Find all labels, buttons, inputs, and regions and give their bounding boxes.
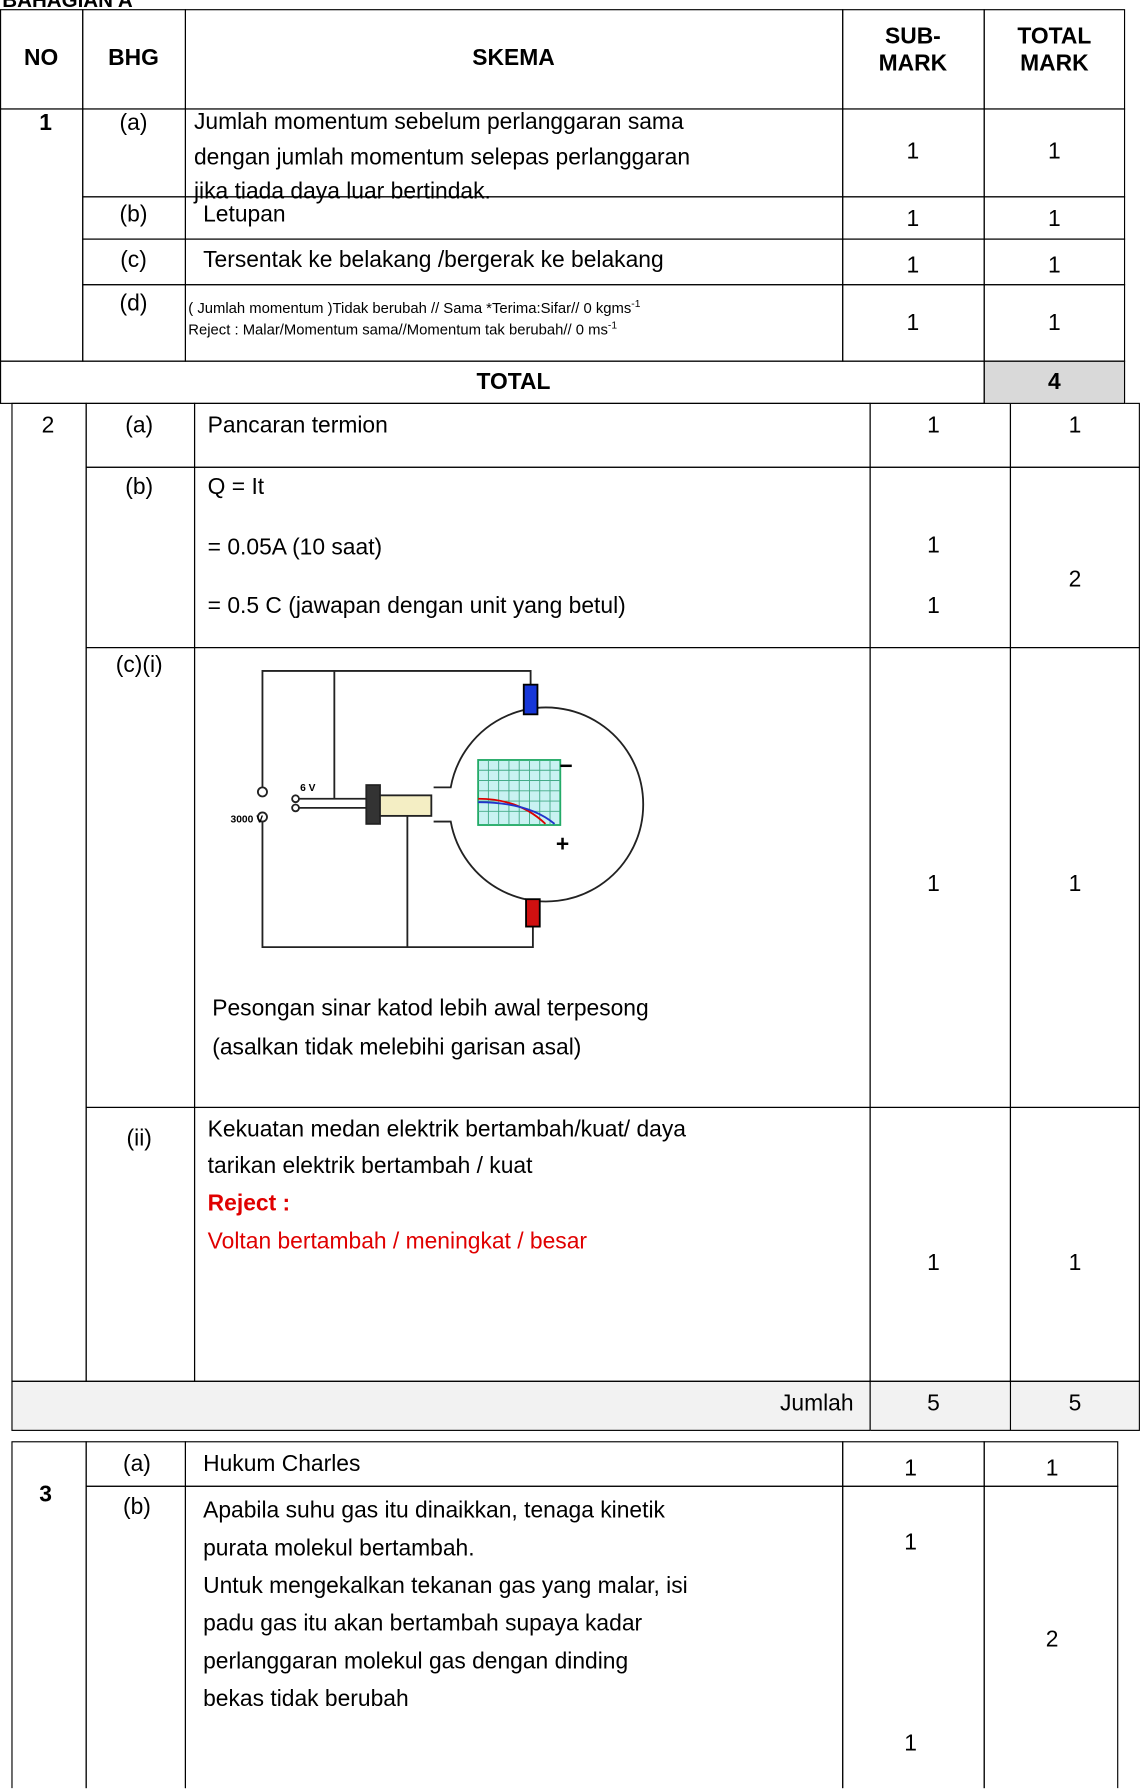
- table-cell: [869, 647, 1012, 1109]
- column-header: BHG: [108, 45, 159, 71]
- part-label: (c)(i): [115, 652, 163, 678]
- text: ( Jumlah momentum )Tidak berubah // Sama…: [188, 299, 632, 317]
- sub-mark: 1: [904, 1456, 917, 1482]
- total-mark: 5: [1068, 1391, 1082, 1417]
- question-number: 1: [39, 110, 52, 136]
- sub-mark: 1: [927, 593, 940, 619]
- table-cell: [1009, 466, 1140, 649]
- sub-mark: 5: [927, 1391, 940, 1417]
- sub-mark: 1: [927, 413, 940, 439]
- total-label: Jumlah: [779, 1391, 854, 1417]
- sub-mark: 1: [906, 206, 920, 232]
- question-number: 3: [39, 1482, 52, 1508]
- scheme-line: Kekuatan medan elektrik bertambah/kuat/ …: [207, 1117, 686, 1143]
- total-mark: 2: [1045, 1627, 1059, 1653]
- table-cell: [869, 466, 1012, 649]
- text: Reject : Malar/Momentum sama//Momentum t…: [188, 316, 617, 339]
- part-label: (ii): [126, 1126, 152, 1152]
- sub-mark: 1: [904, 1731, 917, 1757]
- column-header: SKEMA: [472, 45, 555, 71]
- scheme-line: jika tiada daya luar bertindak.: [193, 179, 491, 205]
- table-cell: [11, 1441, 87, 1789]
- scheme-line: Jumlah momentum sebelum perlanggaran sam…: [193, 109, 684, 135]
- total-mark: 1: [1048, 139, 1061, 165]
- column-header: MARK: [878, 51, 948, 77]
- column-header: TOTAL: [1017, 23, 1092, 50]
- part-label: (b): [125, 474, 154, 500]
- superscript: -1: [607, 319, 618, 331]
- diagram-label: −: [559, 754, 573, 780]
- total-mark: 1: [1045, 1456, 1059, 1482]
- table-cell: [11, 402, 87, 1382]
- page-title: BAHAGIAN A: [2, 0, 133, 12]
- sub-mark: 1: [906, 253, 920, 279]
- table-cell: [869, 1106, 1012, 1382]
- total-mark: 2: [1068, 567, 1082, 593]
- total-mark: 1: [1048, 253, 1061, 279]
- sub-mark: 1: [906, 310, 920, 336]
- scheme-line: = 0.05A (10 saat): [207, 535, 383, 561]
- scheme-line: Untuk mengekalkan tekanan gas yang malar…: [203, 1573, 688, 1599]
- total-mark: 1: [1048, 206, 1061, 232]
- total-mark: 1: [1068, 871, 1082, 897]
- text: ( Jumlah momentum )Tidak berubah // Sama…: [188, 294, 640, 317]
- table-cell: [0, 9, 84, 110]
- scheme-line: tarikan elektrik bertambah / kuat: [207, 1153, 533, 1179]
- scheme-line: (asalkan tidak melebihi garisan asal): [212, 1034, 582, 1061]
- part-label: (b): [122, 1494, 151, 1520]
- superscript: -1: [631, 297, 641, 310]
- sub-mark: 1: [927, 1250, 940, 1276]
- part-label: (a): [122, 1451, 151, 1477]
- sub-mark: 1: [904, 1530, 917, 1556]
- diagram-label: 6 V: [300, 781, 316, 794]
- diagram-label: +: [555, 831, 570, 857]
- part-label: (a): [119, 110, 148, 136]
- part-label: (b): [119, 201, 148, 228]
- column-header: NO: [23, 45, 59, 71]
- table-cell: [1009, 1106, 1140, 1382]
- scheme-line: dengan jumlah momentum selepas perlangga…: [193, 144, 691, 171]
- scheme-line: Tersentak ke belakang /bergerak ke belak…: [203, 247, 664, 273]
- total-mark: 1: [1068, 413, 1082, 439]
- question-number: 2: [41, 413, 55, 439]
- reject-label: Reject :: [207, 1191, 291, 1217]
- table-cell: [85, 1485, 186, 1789]
- scheme-line: purata molekul bertambah.: [203, 1535, 475, 1562]
- total-label: TOTAL: [476, 369, 551, 395]
- scheme-line: Apabila suhu gas itu dinaikkan, tenaga k…: [203, 1498, 665, 1524]
- table-cell: [869, 402, 1012, 468]
- scheme-line: Pancaran termion: [207, 413, 388, 439]
- part-label: (d): [119, 290, 148, 317]
- reject-text: Voltan bertambah / meningkat / besar: [207, 1228, 588, 1255]
- table-cell: [85, 647, 196, 1109]
- sub-mark: 1: [927, 532, 940, 558]
- total-mark: 4: [1048, 369, 1061, 395]
- diagram-label: 3000 V: [230, 813, 264, 826]
- sub-mark: 1: [906, 139, 920, 165]
- part-label: (a): [125, 413, 154, 439]
- scheme-line: Hukum Charles: [203, 1451, 361, 1477]
- scheme-line: Q = It: [207, 474, 265, 500]
- scheme-line: perlanggaran molekul gas dengan dinding: [203, 1648, 629, 1674]
- table-cell: [0, 108, 84, 362]
- table-cell: [869, 1380, 1012, 1431]
- column-header: SUB-: [884, 23, 941, 50]
- sub-mark: 1: [927, 871, 940, 897]
- scheme-line: = 0.5 C (jawapan dengan unit yang betul): [207, 593, 626, 619]
- total-mark: 1: [1068, 1250, 1082, 1276]
- text: Reject : Malar/Momentum sama//Momentum t…: [188, 321, 608, 339]
- scheme-line: Letupan: [203, 201, 286, 228]
- part-label: (c): [120, 247, 147, 273]
- scheme-line: bekas tidak berubah: [203, 1686, 409, 1712]
- scheme-line: padu gas itu akan bertambah supaya kadar: [203, 1611, 643, 1637]
- column-header: MARK: [1020, 51, 1089, 77]
- table-cell: [11, 1380, 871, 1431]
- scheme-line: Pesongan sinar katod lebih awal terpeson…: [212, 996, 649, 1022]
- total-mark: 1: [1048, 310, 1061, 336]
